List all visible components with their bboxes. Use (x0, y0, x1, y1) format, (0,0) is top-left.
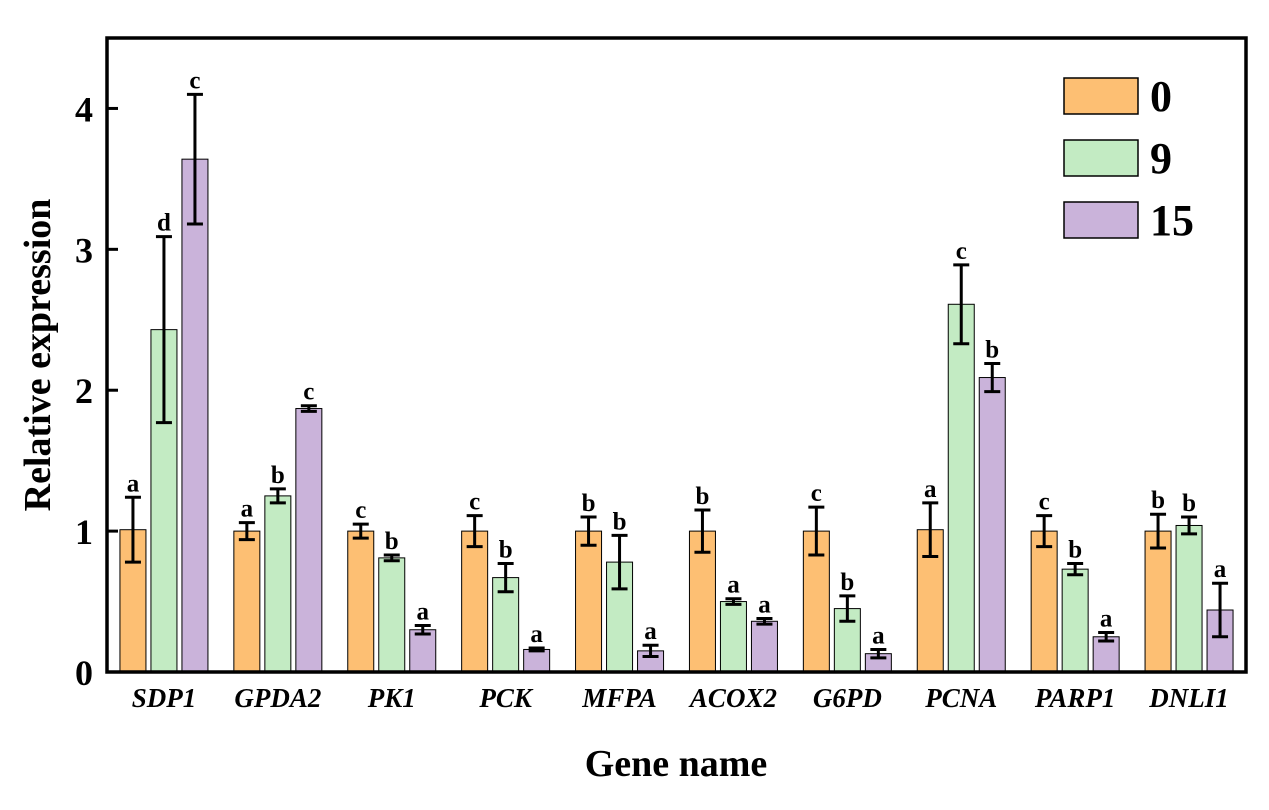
x-category-label: MFPA (581, 683, 657, 713)
significance-label: b (695, 483, 709, 510)
significance-label: c (956, 238, 967, 265)
significance-label: c (469, 489, 480, 516)
bar (1144, 530, 1172, 673)
significance-label: a (241, 496, 254, 523)
bar (378, 557, 406, 673)
x-category-label: G6PD (813, 683, 882, 713)
bar (461, 530, 489, 673)
bar (347, 530, 375, 673)
y-tick-label: 0 (75, 653, 93, 693)
legend-label: 0 (1150, 72, 1172, 121)
plot-frame (105, 36, 1248, 674)
significance-label: d (157, 210, 171, 237)
y-axis-ticks: 0 1 2 3 4 (75, 89, 118, 693)
x-category-label: PARP1 (1034, 683, 1116, 713)
y-axis-title: Relative expression (17, 199, 59, 512)
significance-label: c (189, 67, 200, 94)
bar (688, 530, 716, 673)
bar (264, 495, 292, 673)
significance-label: a (417, 599, 430, 626)
significance-label: b (613, 508, 627, 535)
error-bars (124, 92, 1229, 660)
bar (1175, 524, 1203, 673)
x-category-label: DNLI1 (1148, 683, 1229, 713)
bar (947, 303, 975, 673)
bar (719, 601, 747, 673)
significance-label: c (355, 497, 366, 524)
significance-label: b (1151, 487, 1165, 514)
significance-label: a (924, 476, 937, 503)
significance-label: b (1182, 490, 1196, 517)
x-category-label: ACOX2 (688, 683, 777, 713)
bar (1061, 568, 1089, 673)
legend-swatch (1063, 201, 1139, 239)
legend-swatch (1063, 139, 1139, 177)
y-tick-label: 2 (75, 371, 93, 411)
significance-label: a (127, 470, 140, 497)
significance-label: c (811, 480, 822, 507)
significance-label: b (499, 537, 513, 564)
x-category-label: PCNA (924, 683, 997, 713)
significance-label: b (385, 528, 399, 555)
bar (181, 158, 209, 673)
x-axis-title: Gene name (585, 743, 768, 785)
y-tick-label: 4 (75, 89, 93, 129)
y-tick-label: 1 (75, 512, 93, 552)
legend: 0 9 15 (1063, 72, 1194, 245)
y-tick-label: 3 (75, 230, 93, 270)
significance-label: a (530, 621, 543, 648)
x-category-label: PCK (478, 683, 534, 713)
x-category-label: GPDA2 (234, 683, 321, 713)
bar (523, 648, 551, 673)
x-category-label: SDP1 (132, 683, 197, 713)
bar (492, 577, 520, 673)
x-axis-category-labels: SDP1 GPDA2 PK1 PCK MFPA ACOX2 G6PD PCNA PARP1 DNL… (132, 683, 1229, 713)
significance-label: b (582, 490, 596, 517)
legend-label: 9 (1150, 134, 1172, 183)
significance-label: a (727, 572, 740, 599)
x-category-label: PK1 (367, 683, 416, 713)
significance-label: a (1214, 556, 1227, 583)
bar (1030, 530, 1058, 673)
bar (409, 629, 437, 673)
bar (575, 530, 603, 673)
significance-label: b (1068, 537, 1082, 564)
significance-label: b (840, 569, 854, 596)
legend-swatch (1063, 77, 1139, 115)
significance-label: c (1039, 489, 1050, 516)
significance-label: a (758, 591, 771, 618)
bar (233, 530, 261, 673)
significance-label: b (985, 336, 999, 363)
bar (750, 620, 778, 673)
significance-label: a (1100, 606, 1113, 633)
significance-label: a (872, 622, 885, 649)
bar (978, 377, 1006, 673)
bar (295, 408, 323, 673)
significance-label: c (303, 379, 314, 406)
significance-label: a (644, 618, 657, 645)
significance-label: b (271, 462, 285, 489)
legend-label: 15 (1150, 196, 1194, 245)
